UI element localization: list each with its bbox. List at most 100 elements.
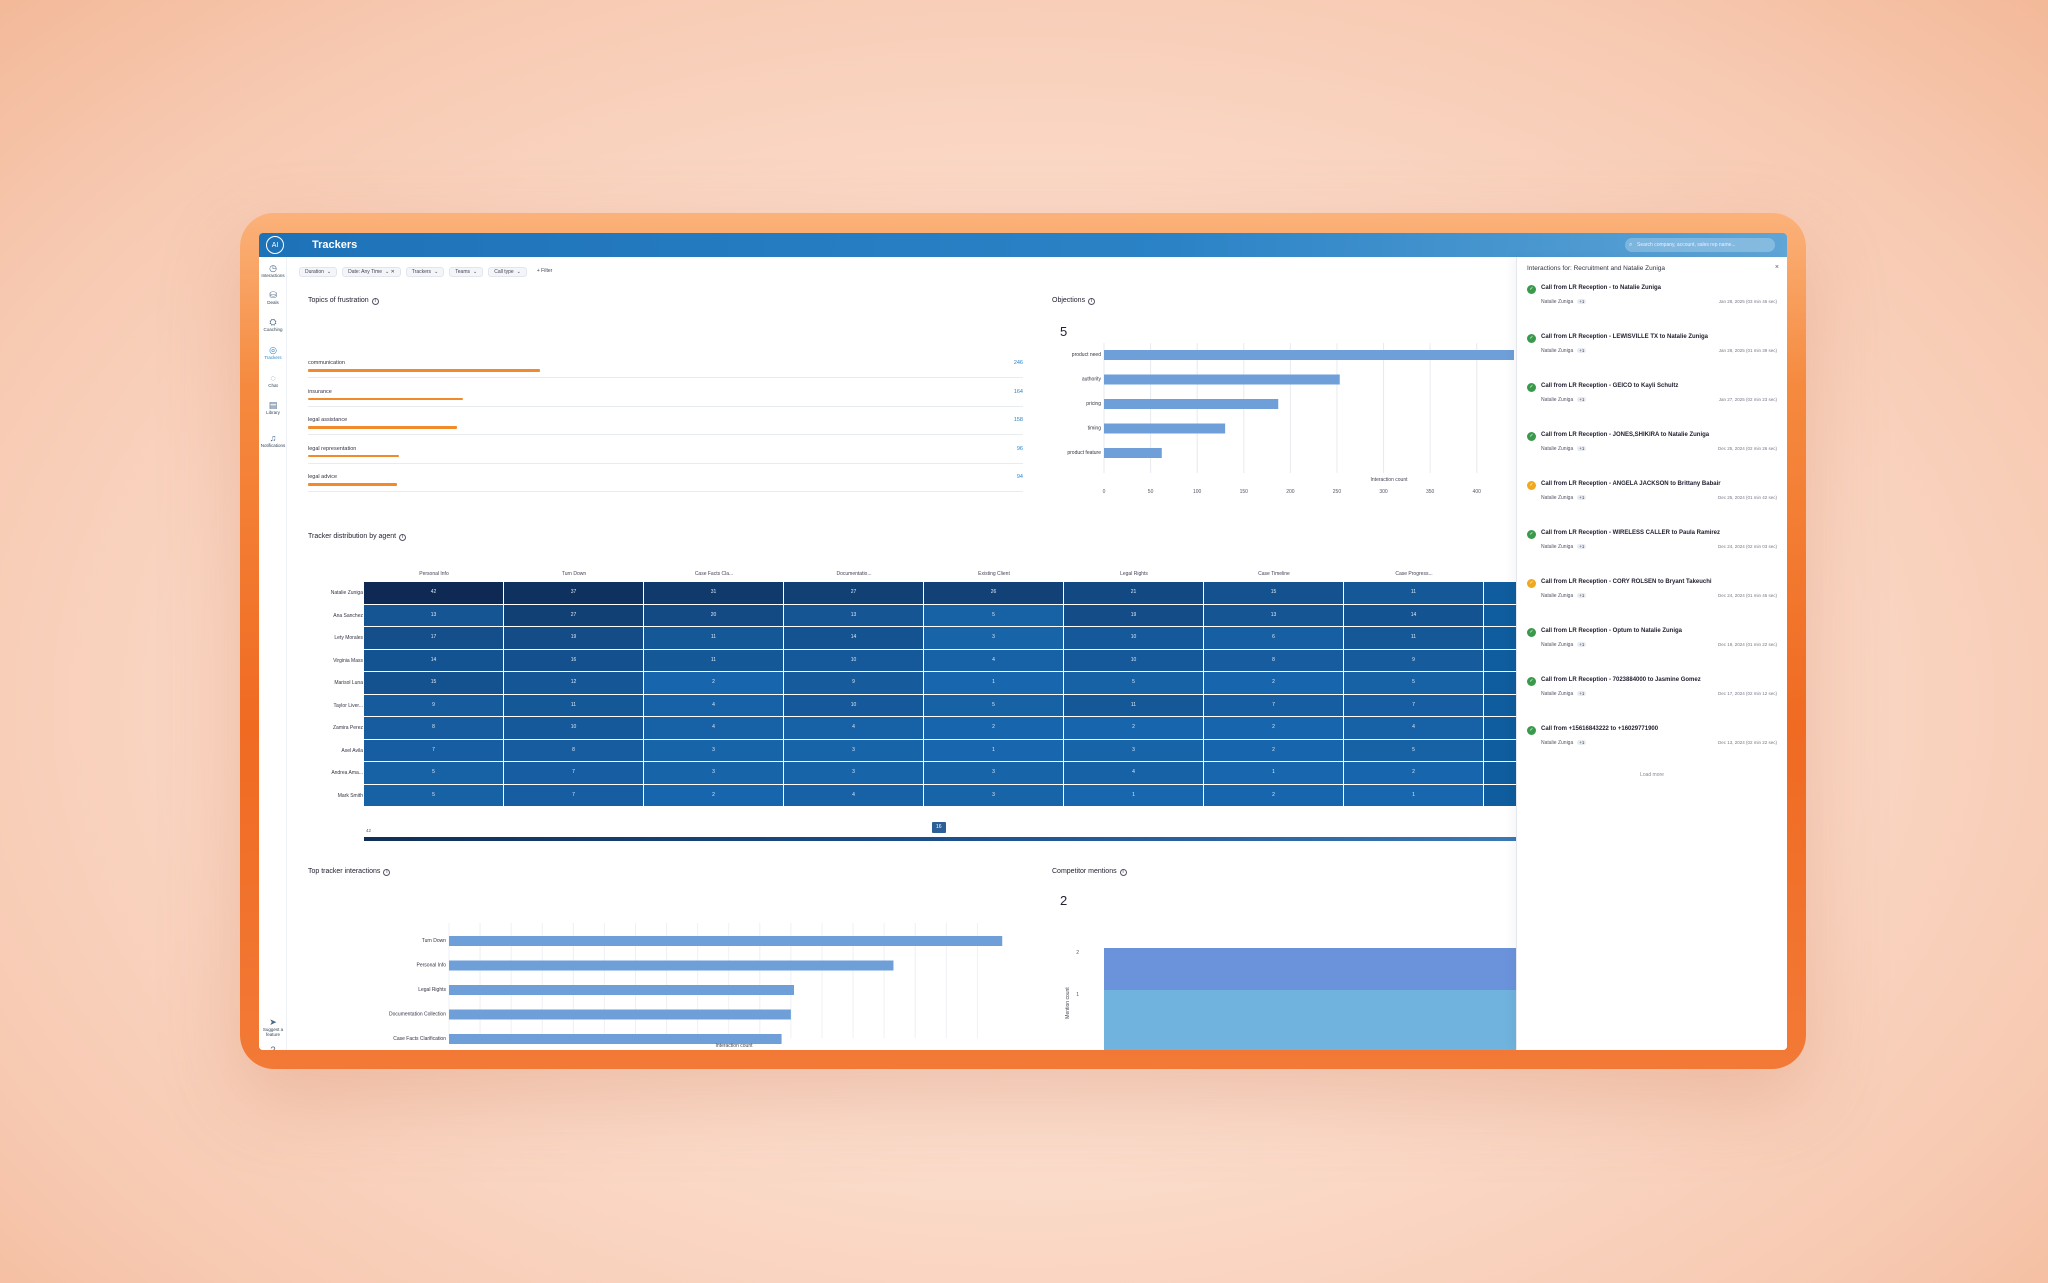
heatmap-cell[interactable]: 11 — [1064, 694, 1203, 716]
heatmap-column-header[interactable]: Case Facts Cla... — [694, 571, 734, 577]
filter-chip[interactable]: Trackers ⌄ — [405, 267, 445, 277]
interaction-item[interactable]: ✓ Call from LR Reception - LEWISVILLE TX … — [1527, 332, 1777, 381]
heatmap-cell[interactable]: 3 — [644, 739, 783, 761]
heatmap-cell[interactable]: 19 — [1064, 604, 1203, 626]
heatmap-cell[interactable]: 15 — [364, 672, 503, 694]
topic-row[interactable]: insurance 164 — [308, 381, 1023, 407]
heatmap-cell[interactable]: 5 — [1344, 672, 1483, 694]
heatmap-column-header[interactable]: Case Progress... — [1395, 571, 1433, 577]
heatmap-cell[interactable]: 7 — [1344, 694, 1483, 716]
interaction-item[interactable]: ✓ Call from LR Reception - ANGELA JACKSON… — [1527, 479, 1777, 528]
heatmap-cell[interactable]: 3 — [784, 739, 923, 761]
info-icon[interactable]: i — [383, 869, 391, 876]
heatmap-cell[interactable]: 11 — [504, 694, 643, 716]
info-icon[interactable]: i — [1088, 298, 1096, 305]
interaction-item[interactable]: ✓ Call from LR Reception - JONES,SHIKIRA … — [1527, 430, 1777, 479]
heatmap-cell[interactable]: 4 — [784, 717, 923, 739]
sidebar-item-help[interactable]: ?Help — [259, 1045, 287, 1050]
sidebar-item-chat[interactable]: ◌ Chat — [259, 373, 287, 388]
sidebar-item-coaching[interactable]: ⛭ Coaching — [259, 317, 287, 332]
heatmap-row-label[interactable]: Virginia Mass — [333, 657, 363, 664]
heatmap-cell[interactable]: 10 — [504, 717, 643, 739]
interaction-title[interactable]: Call from LR Reception - GEICO to Kayli … — [1541, 383, 1679, 389]
heatmap-cell[interactable]: 4 — [1064, 762, 1203, 784]
app-logo[interactable]: AI — [266, 236, 284, 254]
heatmap-cell[interactable]: 9 — [364, 694, 503, 716]
info-icon[interactable]: i — [1119, 869, 1127, 876]
sidebar-item-interactions[interactable]: ◷ Interactions — [259, 263, 287, 278]
filter-chip[interactable]: Call type ⌄ — [488, 267, 527, 277]
heatmap-cell[interactable]: 5 — [924, 694, 1063, 716]
heatmap-column-header[interactable]: Turn Down — [561, 571, 587, 577]
interaction-title[interactable]: Call from LR Reception - 7023884000 to J… — [1541, 677, 1701, 683]
heatmap-row-label[interactable]: Lety Morales — [334, 635, 363, 641]
heatmap-cell[interactable]: 21 — [1064, 582, 1203, 604]
interaction-item[interactable]: ✓ Call from LR Reception - to Natalie Zun… — [1527, 283, 1777, 332]
heatmap-column-header[interactable]: Case Timeline — [1258, 571, 1290, 577]
heatmap-row-label[interactable]: Natalie Zuniga — [330, 590, 363, 596]
heatmap-cell[interactable]: 14 — [1344, 604, 1483, 626]
sidebar-item-library[interactable]: ▤ Library — [259, 400, 287, 415]
heatmap-cell[interactable]: 7 — [1204, 694, 1343, 716]
heatmap-cell[interactable]: 6 — [1204, 627, 1343, 649]
heatmap-row-label[interactable]: Mark Smith — [337, 792, 363, 799]
heatmap-cell[interactable]: 10 — [1064, 649, 1203, 671]
interaction-title[interactable]: Call from LR Reception - CORY ROLSEN to … — [1541, 579, 1712, 585]
interaction-item[interactable]: ✓ Call from LR Reception - WIRELESS CALLE… — [1527, 528, 1777, 577]
heatmap-cell[interactable]: 11 — [1344, 627, 1483, 649]
heatmap-cell[interactable]: 3 — [644, 762, 783, 784]
heatmap-cell[interactable]: 1 — [924, 739, 1063, 761]
heatmap-row-label[interactable]: Zamira Perez — [332, 725, 363, 731]
topic-row[interactable]: legal assistance 158 — [308, 409, 1023, 435]
heatmap-cell[interactable]: 14 — [364, 649, 503, 671]
add-filter-button[interactable]: + Filter — [536, 268, 553, 274]
color-scale-marker[interactable]: 16 — [932, 822, 946, 833]
heatmap-cell[interactable]: 3 — [924, 784, 1063, 806]
heatmap-cell[interactable]: 5 — [1344, 739, 1483, 761]
interaction-item[interactable]: ✓ Call from LR Reception - Optum to Natal… — [1527, 626, 1777, 675]
heatmap-cell[interactable]: 7 — [364, 739, 503, 761]
heatmap-cell[interactable]: 13 — [364, 604, 503, 626]
interaction-item[interactable]: ✓ Call from LR Reception - GEICO to Kayli… — [1527, 381, 1777, 430]
info-icon[interactable]: i — [371, 298, 379, 305]
interaction-title[interactable]: Call from +15616843222 to +16029771900 — [1541, 726, 1659, 732]
heatmap-cell[interactable]: 5 — [364, 784, 503, 806]
heatmap-row-label[interactable]: Marisol Luna — [334, 680, 363, 686]
heatmap-cell[interactable]: 4 — [644, 717, 783, 739]
heatmap-cell[interactable]: 1 — [1344, 784, 1483, 806]
heatmap-cell[interactable]: 27 — [784, 582, 923, 604]
heatmap-cell[interactable]: 4 — [924, 649, 1063, 671]
interaction-title[interactable]: Call from LR Reception - to Natalie Zuni… — [1541, 285, 1662, 291]
info-icon[interactable]: i — [399, 534, 407, 541]
heatmap-cell[interactable]: 14 — [784, 627, 923, 649]
topic-row[interactable]: communication 246 — [308, 352, 1023, 378]
heatmap-cell[interactable]: 16 — [504, 649, 643, 671]
load-more-button[interactable]: Load more — [1640, 772, 1664, 778]
heatmap-column-header[interactable]: Legal Rights — [1120, 571, 1148, 577]
heatmap-cell[interactable]: 7 — [504, 762, 643, 784]
heatmap-cell[interactable]: 5 — [364, 762, 503, 784]
heatmap-cell[interactable]: 5 — [1064, 672, 1203, 694]
topic-row[interactable]: legal advice 94 — [308, 466, 1023, 492]
heatmap-cell[interactable]: 2 — [924, 717, 1063, 739]
heatmap-cell[interactable]: 3 — [924, 627, 1063, 649]
heatmap-cell[interactable]: 26 — [924, 582, 1063, 604]
heatmap-cell[interactable]: 3 — [1064, 739, 1203, 761]
close-icon[interactable]: × — [1774, 264, 1779, 271]
heatmap-cell[interactable]: 2 — [644, 784, 783, 806]
heatmap-row-label[interactable]: Taylor Liver... — [333, 702, 363, 709]
interaction-item[interactable]: ✓ Call from LR Reception - 7023884000 to … — [1527, 675, 1777, 724]
heatmap-cell[interactable]: 17 — [364, 627, 503, 649]
sidebar-item-trackers[interactable]: ◎ Trackers — [259, 345, 287, 360]
heatmap-cell[interactable]: 2 — [1204, 672, 1343, 694]
heatmap-cell[interactable]: 3 — [924, 762, 1063, 784]
heatmap-cell[interactable]: 2 — [1344, 762, 1483, 784]
heatmap-cell[interactable]: 27 — [504, 604, 643, 626]
interaction-item[interactable]: ✓ Call from LR Reception - CORY ROLSEN to… — [1527, 577, 1777, 626]
sidebar-item-send[interactable]: ➤ Suggest a feature — [259, 1017, 287, 1037]
heatmap-cell[interactable]: 10 — [784, 694, 923, 716]
heatmap-row-label[interactable]: Ana Sanchez — [333, 612, 363, 619]
heatmap-cell[interactable]: 9 — [1344, 649, 1483, 671]
heatmap-cell[interactable]: 42 — [364, 582, 503, 604]
heatmap-row-label[interactable]: Andrea Ama... — [331, 770, 363, 776]
